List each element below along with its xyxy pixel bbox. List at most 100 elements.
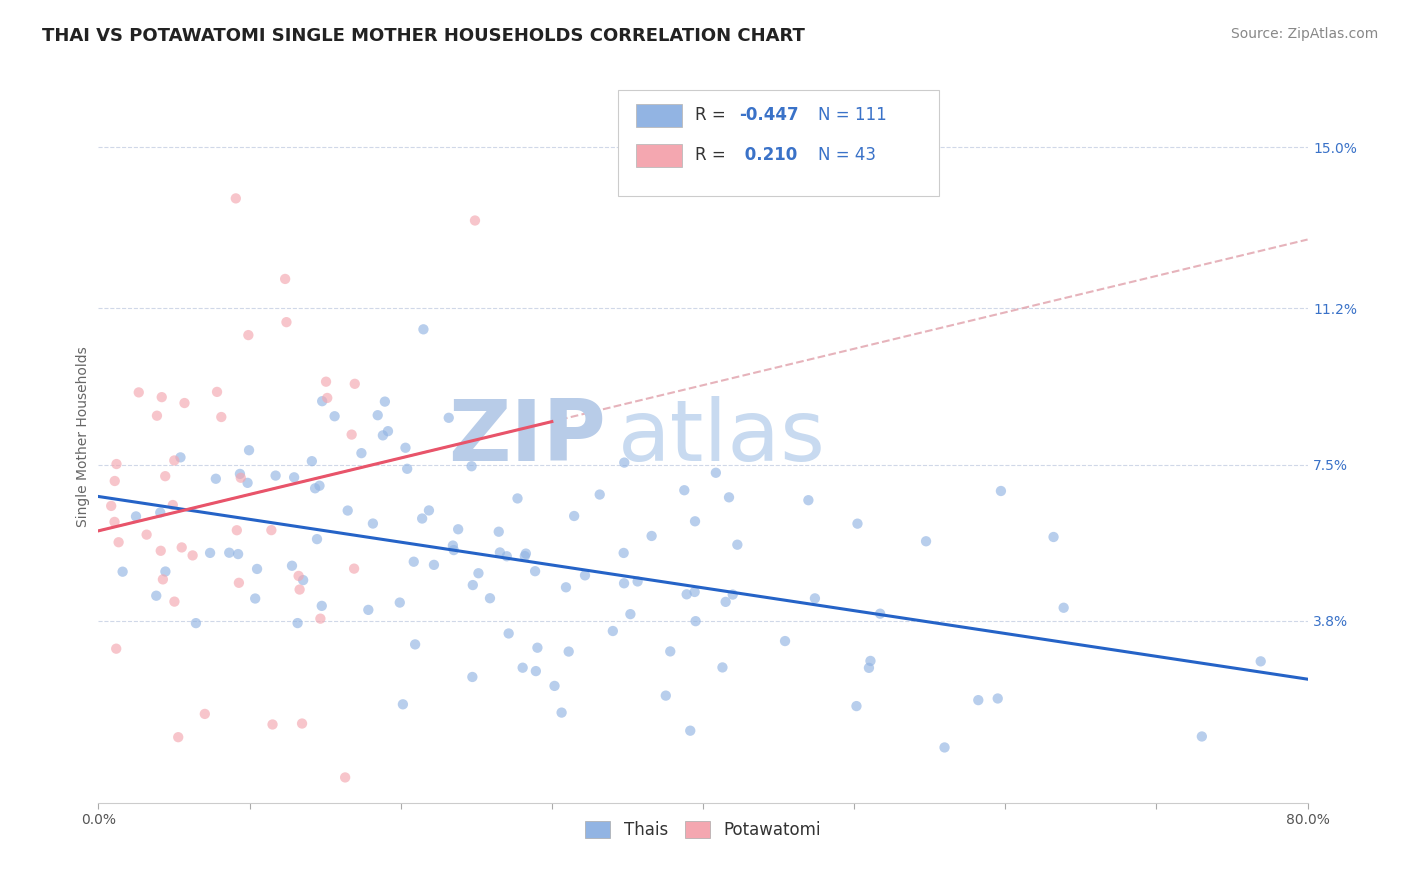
Point xyxy=(404,637,426,651)
Point xyxy=(311,599,333,613)
Point xyxy=(725,538,748,552)
Point xyxy=(418,503,440,517)
Point xyxy=(443,543,465,558)
Text: 0.210: 0.210 xyxy=(740,146,797,164)
Point xyxy=(627,574,650,589)
Point xyxy=(305,532,328,546)
Point xyxy=(343,561,366,575)
Point xyxy=(301,454,323,468)
Text: R =: R = xyxy=(695,146,731,164)
Point xyxy=(205,472,228,486)
Point xyxy=(225,523,247,537)
Point xyxy=(447,522,470,536)
Point xyxy=(209,410,232,425)
Point xyxy=(515,547,537,561)
Point xyxy=(467,566,489,581)
Point xyxy=(506,491,529,506)
Point xyxy=(1250,654,1272,668)
Point xyxy=(333,771,356,785)
Point xyxy=(228,575,250,590)
Point xyxy=(464,213,486,227)
Point xyxy=(276,315,298,329)
Point xyxy=(990,483,1012,498)
Point xyxy=(105,641,128,656)
Point xyxy=(543,679,565,693)
Point xyxy=(478,591,501,606)
Point xyxy=(411,511,433,525)
Point xyxy=(125,509,148,524)
Point xyxy=(225,191,247,205)
Point xyxy=(685,614,707,628)
Point xyxy=(589,487,612,501)
Point xyxy=(152,573,174,587)
Point xyxy=(602,624,624,638)
Point xyxy=(367,408,389,422)
Point xyxy=(287,569,309,583)
Point xyxy=(377,424,399,438)
Point xyxy=(246,562,269,576)
Point xyxy=(711,660,734,674)
Point xyxy=(169,450,191,465)
Point xyxy=(488,524,510,539)
Point xyxy=(679,723,702,738)
Point xyxy=(557,644,579,658)
Point xyxy=(683,514,706,528)
Point xyxy=(184,616,207,631)
Point xyxy=(412,322,434,336)
Point xyxy=(550,706,572,720)
Point xyxy=(336,503,359,517)
Point xyxy=(308,479,330,493)
Point xyxy=(495,549,517,564)
Point xyxy=(340,427,363,442)
Point xyxy=(162,498,184,512)
Point xyxy=(1191,730,1213,744)
Point xyxy=(498,626,520,640)
Point xyxy=(226,547,249,561)
Point xyxy=(967,693,990,707)
Point xyxy=(343,376,366,391)
Text: THAI VS POTAWATOMI SINGLE MOTHER HOUSEHOLDS CORRELATION CHART: THAI VS POTAWATOMI SINGLE MOTHER HOUSEHO… xyxy=(42,27,806,45)
Point xyxy=(128,385,150,400)
Point xyxy=(104,474,127,488)
Point xyxy=(845,699,868,714)
Point xyxy=(574,568,596,582)
Point xyxy=(198,546,221,560)
Point xyxy=(489,545,512,559)
Point xyxy=(392,698,415,712)
Point xyxy=(640,529,662,543)
Point xyxy=(111,565,134,579)
Point xyxy=(361,516,384,531)
Text: ZIP: ZIP xyxy=(449,395,606,479)
Point xyxy=(105,457,128,471)
Point xyxy=(512,661,534,675)
Point xyxy=(987,691,1010,706)
Point xyxy=(513,549,536,563)
Point xyxy=(441,539,464,553)
Point xyxy=(437,410,460,425)
Point xyxy=(461,670,484,684)
Point xyxy=(236,475,259,490)
Point xyxy=(262,717,284,731)
Point xyxy=(858,661,880,675)
Point xyxy=(264,468,287,483)
FancyBboxPatch shape xyxy=(637,144,682,167)
Point xyxy=(135,527,157,541)
Point xyxy=(283,470,305,484)
Point xyxy=(100,499,122,513)
Point xyxy=(229,471,252,485)
Point xyxy=(934,740,956,755)
Point xyxy=(281,558,304,573)
Point xyxy=(323,409,346,424)
Point xyxy=(145,589,167,603)
Point xyxy=(675,587,697,601)
Point xyxy=(846,516,869,531)
Point xyxy=(238,443,260,458)
FancyBboxPatch shape xyxy=(619,90,939,195)
Text: R =: R = xyxy=(695,106,731,124)
Point xyxy=(562,508,585,523)
Point xyxy=(350,446,373,460)
Point xyxy=(163,453,186,467)
Point xyxy=(460,459,482,474)
Point xyxy=(555,580,578,594)
Point xyxy=(311,394,333,409)
